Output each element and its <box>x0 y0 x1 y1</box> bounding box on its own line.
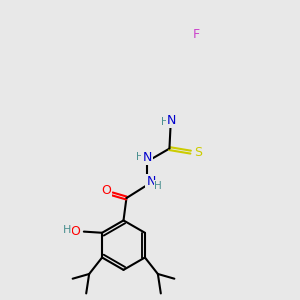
Text: N: N <box>142 151 152 164</box>
Text: N: N <box>146 175 156 188</box>
Text: H: H <box>136 152 144 162</box>
Text: S: S <box>194 146 202 159</box>
Text: O: O <box>71 225 80 238</box>
Text: F: F <box>192 28 200 41</box>
Text: H: H <box>154 181 162 191</box>
Text: H: H <box>161 116 169 127</box>
Text: N: N <box>167 114 176 128</box>
Text: H: H <box>63 225 71 236</box>
Text: O: O <box>101 184 111 197</box>
